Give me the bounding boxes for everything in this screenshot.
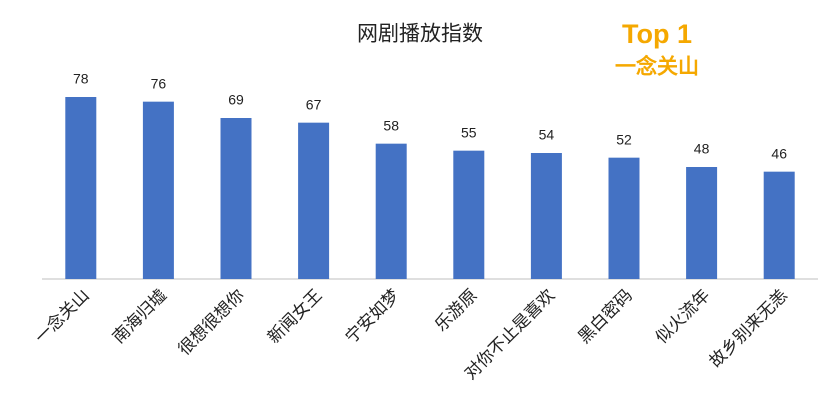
bar xyxy=(763,171,795,279)
x-tick-label: 新闻女王 xyxy=(264,286,326,348)
x-tick-label: 似火流年 xyxy=(652,286,714,348)
chart-title: 网剧播放指数 xyxy=(357,23,483,46)
bar xyxy=(65,97,97,279)
bar xyxy=(608,157,640,279)
data-label: 69 xyxy=(228,92,244,108)
x-tick-label: 宁安如梦 xyxy=(342,286,404,348)
data-label: 78 xyxy=(73,71,89,87)
x-tick-label: 很想很想你 xyxy=(174,286,248,360)
bar xyxy=(686,167,718,279)
data-label: 76 xyxy=(151,75,167,91)
x-tick-label: 乐游原 xyxy=(431,286,480,335)
x-tick-label: 故乡别来无恙 xyxy=(706,286,792,372)
bar xyxy=(220,118,252,279)
data-label: 46 xyxy=(771,145,787,161)
x-tick-label: 南海归墟 xyxy=(109,286,171,348)
data-label: 67 xyxy=(306,96,322,112)
data-label: 54 xyxy=(539,127,555,143)
x-tick-label: 一念关山 xyxy=(31,285,93,347)
bar xyxy=(530,153,562,279)
data-label: 52 xyxy=(616,131,632,147)
data-label: 55 xyxy=(461,124,477,140)
data-label: 48 xyxy=(694,141,710,157)
bar xyxy=(375,143,407,279)
bar xyxy=(453,150,485,279)
annotation: Top 1 xyxy=(622,19,692,49)
annotation: 一念关山 xyxy=(615,55,699,79)
bar xyxy=(298,122,330,280)
x-tick-label: 黑白密码 xyxy=(574,286,636,348)
data-label: 58 xyxy=(383,117,399,133)
bar xyxy=(142,101,174,280)
